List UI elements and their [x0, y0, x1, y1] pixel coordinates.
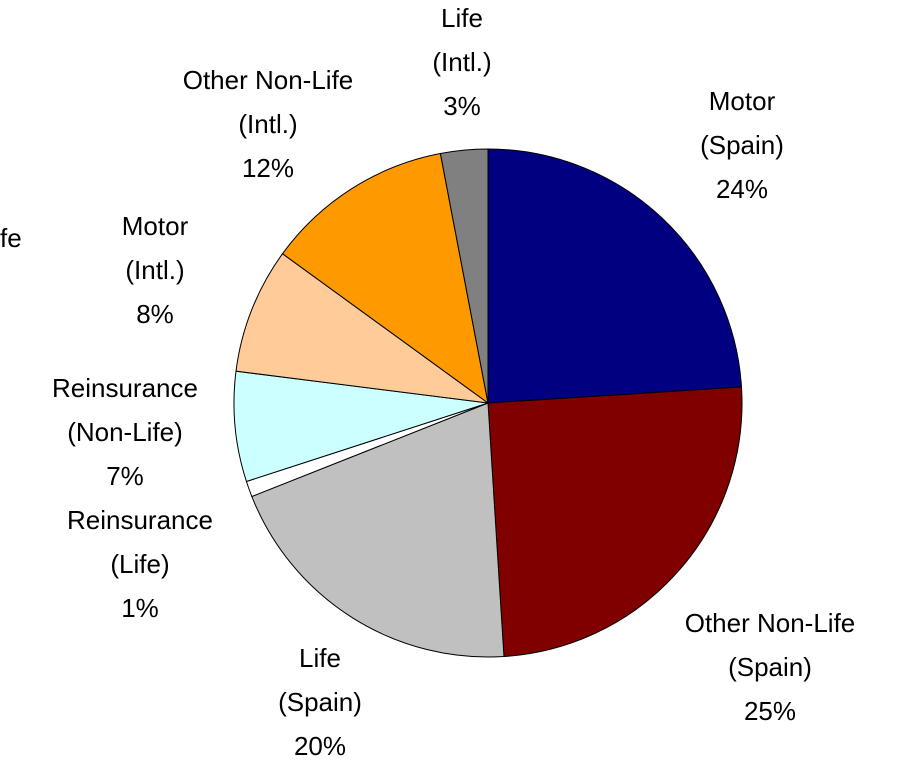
- value-label: 3%: [443, 91, 481, 121]
- slice-label: Life (Intl.): [432, 3, 491, 77]
- slice-label: Other Non-Life (Spain): [685, 608, 856, 682]
- annotation: fe: [0, 223, 22, 253]
- pie-slice: [233, 370, 489, 483]
- slice-label: Motor (Spain): [700, 86, 784, 160]
- pie-slice: [235, 253, 489, 404]
- value-label: 24%: [716, 174, 768, 204]
- value-label: 20%: [294, 731, 346, 761]
- pie-slice: [487, 148, 743, 404]
- slice-label: Life (Spain): [278, 643, 362, 717]
- value-label: 25%: [744, 696, 796, 726]
- slice-label: Other Non-Life (Intl.): [183, 65, 354, 139]
- value-label: 7%: [106, 461, 144, 491]
- value-label: 12%: [242, 153, 294, 183]
- pie-slice: [251, 402, 505, 658]
- pie-slice: [439, 148, 489, 404]
- slice-label: Reinsurance (Non-Life): [52, 373, 198, 447]
- slice-label: Reinsurance (Life): [67, 505, 213, 579]
- pie-slice: [487, 386, 743, 658]
- slice-label: Motor (Intl.): [122, 211, 189, 285]
- pie-slice: [281, 152, 489, 405]
- value-label: 1%: [121, 593, 159, 623]
- value-label: 8%: [136, 299, 174, 329]
